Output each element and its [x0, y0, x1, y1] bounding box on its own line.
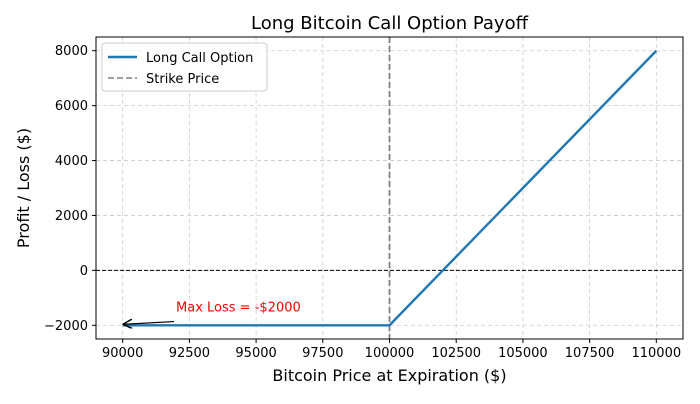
- legend: Long Call Option Strike Price: [101, 42, 268, 92]
- y-tick-label: 4000: [55, 154, 88, 169]
- y-tick-label: 0: [80, 264, 88, 279]
- y-axis-ticks: −2000 0 2000 4000 6000 8000: [44, 44, 96, 334]
- x-axis-ticks: 90000 92500 95000 97500 100000 102500 105000 10…: [102, 339, 681, 361]
- reference-lines: [96, 37, 683, 339]
- x-tick-label: 90000: [102, 346, 143, 361]
- x-tick-label: 110000: [631, 346, 681, 361]
- chart-title: Long Bitcoin Call Option Payoff: [251, 13, 529, 34]
- y-tick-label: 6000: [55, 99, 88, 114]
- x-tick-label: 100000: [365, 346, 415, 361]
- series-line-long-call: [122, 49, 658, 327]
- x-tick-label: 102500: [431, 346, 481, 361]
- legend-label-long-call: Long Call Option: [146, 51, 253, 66]
- series-lines: [122, 49, 658, 327]
- x-tick-label: 95000: [235, 346, 276, 361]
- y-tick-label: −2000: [44, 319, 88, 334]
- x-tick-label: 107500: [565, 346, 615, 361]
- y-tick-label: 8000: [55, 44, 88, 59]
- max-loss-label: Max Loss = -$2000: [176, 301, 301, 316]
- y-axis-label: Profit / Loss ($): [14, 128, 33, 248]
- legend-label-strike: Strike Price: [146, 72, 219, 87]
- legend-box: [101, 42, 268, 92]
- max-loss-annotation: Max Loss = -$2000: [124, 301, 301, 325]
- x-tick-label: 105000: [498, 346, 548, 361]
- max-loss-arrow: [124, 322, 175, 325]
- x-tick-label: 97500: [302, 346, 343, 361]
- y-tick-label: 2000: [55, 209, 88, 224]
- x-tick-label: 92500: [169, 346, 210, 361]
- x-axis-label: Bitcoin Price at Expiration ($): [272, 366, 506, 385]
